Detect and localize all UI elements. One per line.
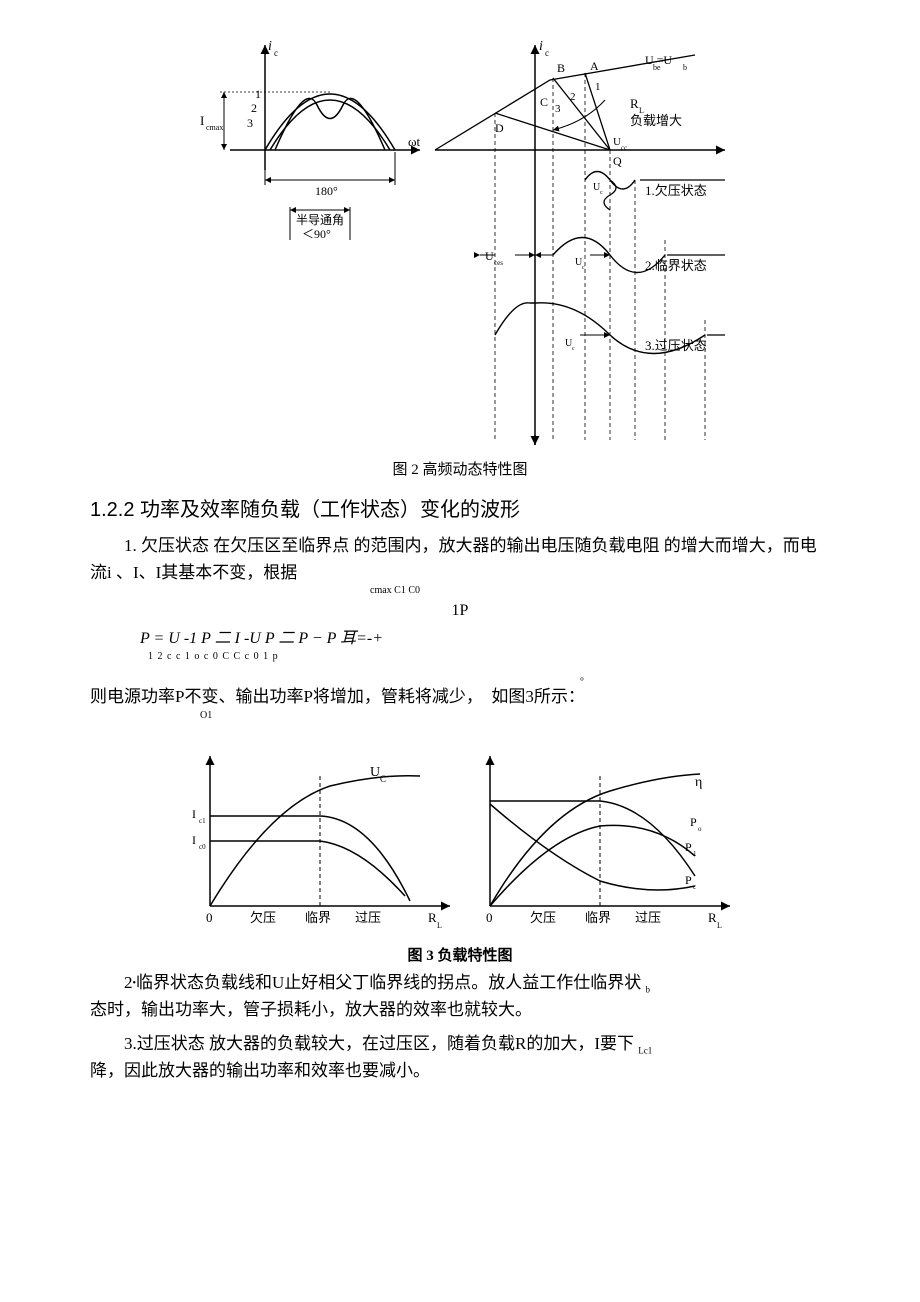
para-d: 降，因此放大器的输出功率和效率也要减小。: [90, 1057, 830, 1084]
wave-state-1: 1.欠压状态: [645, 183, 707, 198]
point-C: C: [540, 95, 548, 109]
figure-2-caption: 图 2 高频动态特性图: [90, 458, 830, 479]
uc-sub: C: [380, 774, 386, 784]
region3-L: 过压: [355, 910, 381, 925]
loadline-3: [495, 113, 610, 150]
para-2-sub: O1: [90, 711, 830, 721]
svg-text:c: c: [572, 346, 575, 352]
ic1-label: I: [192, 807, 196, 821]
half-angle-label: 半导通角: [296, 213, 344, 227]
ic0-label: I: [192, 833, 196, 847]
omega-t-label: ωt: [408, 134, 421, 149]
eq-main: P = U -1 P 二 I -U P 二 P − P 耳=-+: [90, 624, 830, 648]
curve-2: [270, 100, 390, 150]
section-1-2-2-heading: 1.2.2 功率及效率随负载（工作状态）变化的波形: [90, 493, 830, 522]
point-A: A: [590, 59, 599, 73]
uces-label: U: [485, 249, 494, 263]
rl-R: R: [708, 910, 717, 925]
p1-sub: 1: [693, 850, 697, 858]
pc-curve: [490, 804, 695, 890]
para-1: 1. 欠压状态 在欠压区至临界点 的范围内，放大器的输出电压随负载电阻 的增大而…: [90, 532, 830, 586]
curve-label-2: 2: [251, 101, 257, 115]
curve-1: [265, 94, 395, 150]
region3-R: 过压: [635, 910, 661, 925]
eq-dot: 。: [90, 668, 830, 683]
ic1-sub: c1: [199, 817, 206, 825]
eta-label: η: [695, 775, 702, 790]
eq-top: 1P: [90, 602, 830, 620]
region1-L: 欠压: [250, 910, 276, 925]
rl-L: R: [428, 910, 437, 925]
icmax-label: I: [200, 113, 204, 128]
page: i c ωt 1 2 3 I cmax: [0, 0, 920, 1125]
svg-text:c: c: [600, 190, 603, 196]
p1-label: P: [685, 840, 692, 854]
point-D: D: [495, 121, 504, 135]
pc-label: P: [685, 873, 692, 887]
para-c: 3.过压状态 放大器的负载较大，在过压区，随着负载R的加大，I要下 Lc1: [90, 1030, 830, 1058]
point-B: B: [557, 61, 565, 75]
angle-180-label: 180°: [315, 184, 338, 198]
left-axis-ic-label: i: [268, 39, 272, 54]
wave-state-2: 2.临界状态: [645, 258, 707, 273]
half-angle-value: ＜90°: [302, 227, 331, 241]
para-1-sub: cmax C1 C0: [90, 586, 830, 596]
origin-L: 0: [206, 910, 213, 925]
figure-2: i c ωt 1 2 3 I cmax: [90, 30, 830, 479]
load-increase-label: 负载增大: [630, 113, 682, 128]
ub-sub: b: [683, 63, 687, 72]
region2-L: 临界: [305, 910, 331, 925]
uces-sub: ces: [494, 259, 503, 267]
wave-state-3: 3.过压状态: [645, 338, 707, 353]
right-axis-ic-sub: c: [545, 48, 549, 58]
region2-R: 临界: [585, 910, 611, 925]
figure3-svg: U C I c1 I c0 0 欠压 临界 过压 R L: [170, 746, 750, 936]
para-b: 态时，输出功率大，管子损耗小，放大器的效率也就较大。: [90, 996, 830, 1023]
po-label: P: [690, 815, 697, 829]
curve-label-3: 3: [247, 116, 253, 130]
ll-3: 3: [555, 103, 561, 115]
origin-R: 0: [486, 910, 493, 925]
point-Q: Q: [613, 154, 622, 168]
rl-label: R: [630, 96, 639, 111]
curve-3: [275, 98, 385, 150]
eq-sub: 1 2 c c 1 o c 0 C C c 0 1 p: [90, 652, 830, 662]
rl-R-sub: L: [717, 921, 722, 930]
ic1-curve: [210, 816, 410, 901]
figure2-svg: i c ωt 1 2 3 I cmax: [180, 30, 740, 450]
curve-label-1: 1: [255, 87, 261, 101]
para-a: 2•临界状态负载线和U止好相父丁临界线的拐点。放人益工作仕临界状 b: [90, 969, 830, 997]
figure-3-caption: 图 3 负载特性图: [90, 944, 830, 965]
ube-sub: be: [653, 63, 661, 72]
uc-label: U: [370, 765, 380, 780]
pc-sub: c: [693, 883, 696, 891]
p1-curve: [490, 801, 695, 876]
po-sub: o: [698, 825, 702, 833]
svg-text:c: c: [582, 265, 585, 271]
ucc-label: U: [613, 136, 621, 148]
icmax-sub: cmax: [206, 123, 223, 132]
po-curve: [490, 825, 695, 906]
ic0-curve: [210, 841, 405, 896]
figure-3: U C I c1 I c0 0 欠压 临界 过压 R L: [90, 746, 830, 965]
ucc-sub: cc: [621, 144, 627, 152]
loadline-2: [553, 78, 610, 150]
region1-R: 欠压: [530, 910, 556, 925]
ll-2: 2: [570, 91, 576, 103]
rl-L-sub: L: [437, 921, 442, 930]
right-axis-ic-label: i: [539, 39, 543, 54]
para-2: 则电源功率P不变、输出功率P将增加，管耗将减少， 如图3所示：: [90, 683, 830, 710]
ll-1: 1: [595, 81, 601, 93]
left-axis-ic-sub: c: [274, 48, 278, 58]
ic0-sub: c0: [199, 843, 206, 851]
